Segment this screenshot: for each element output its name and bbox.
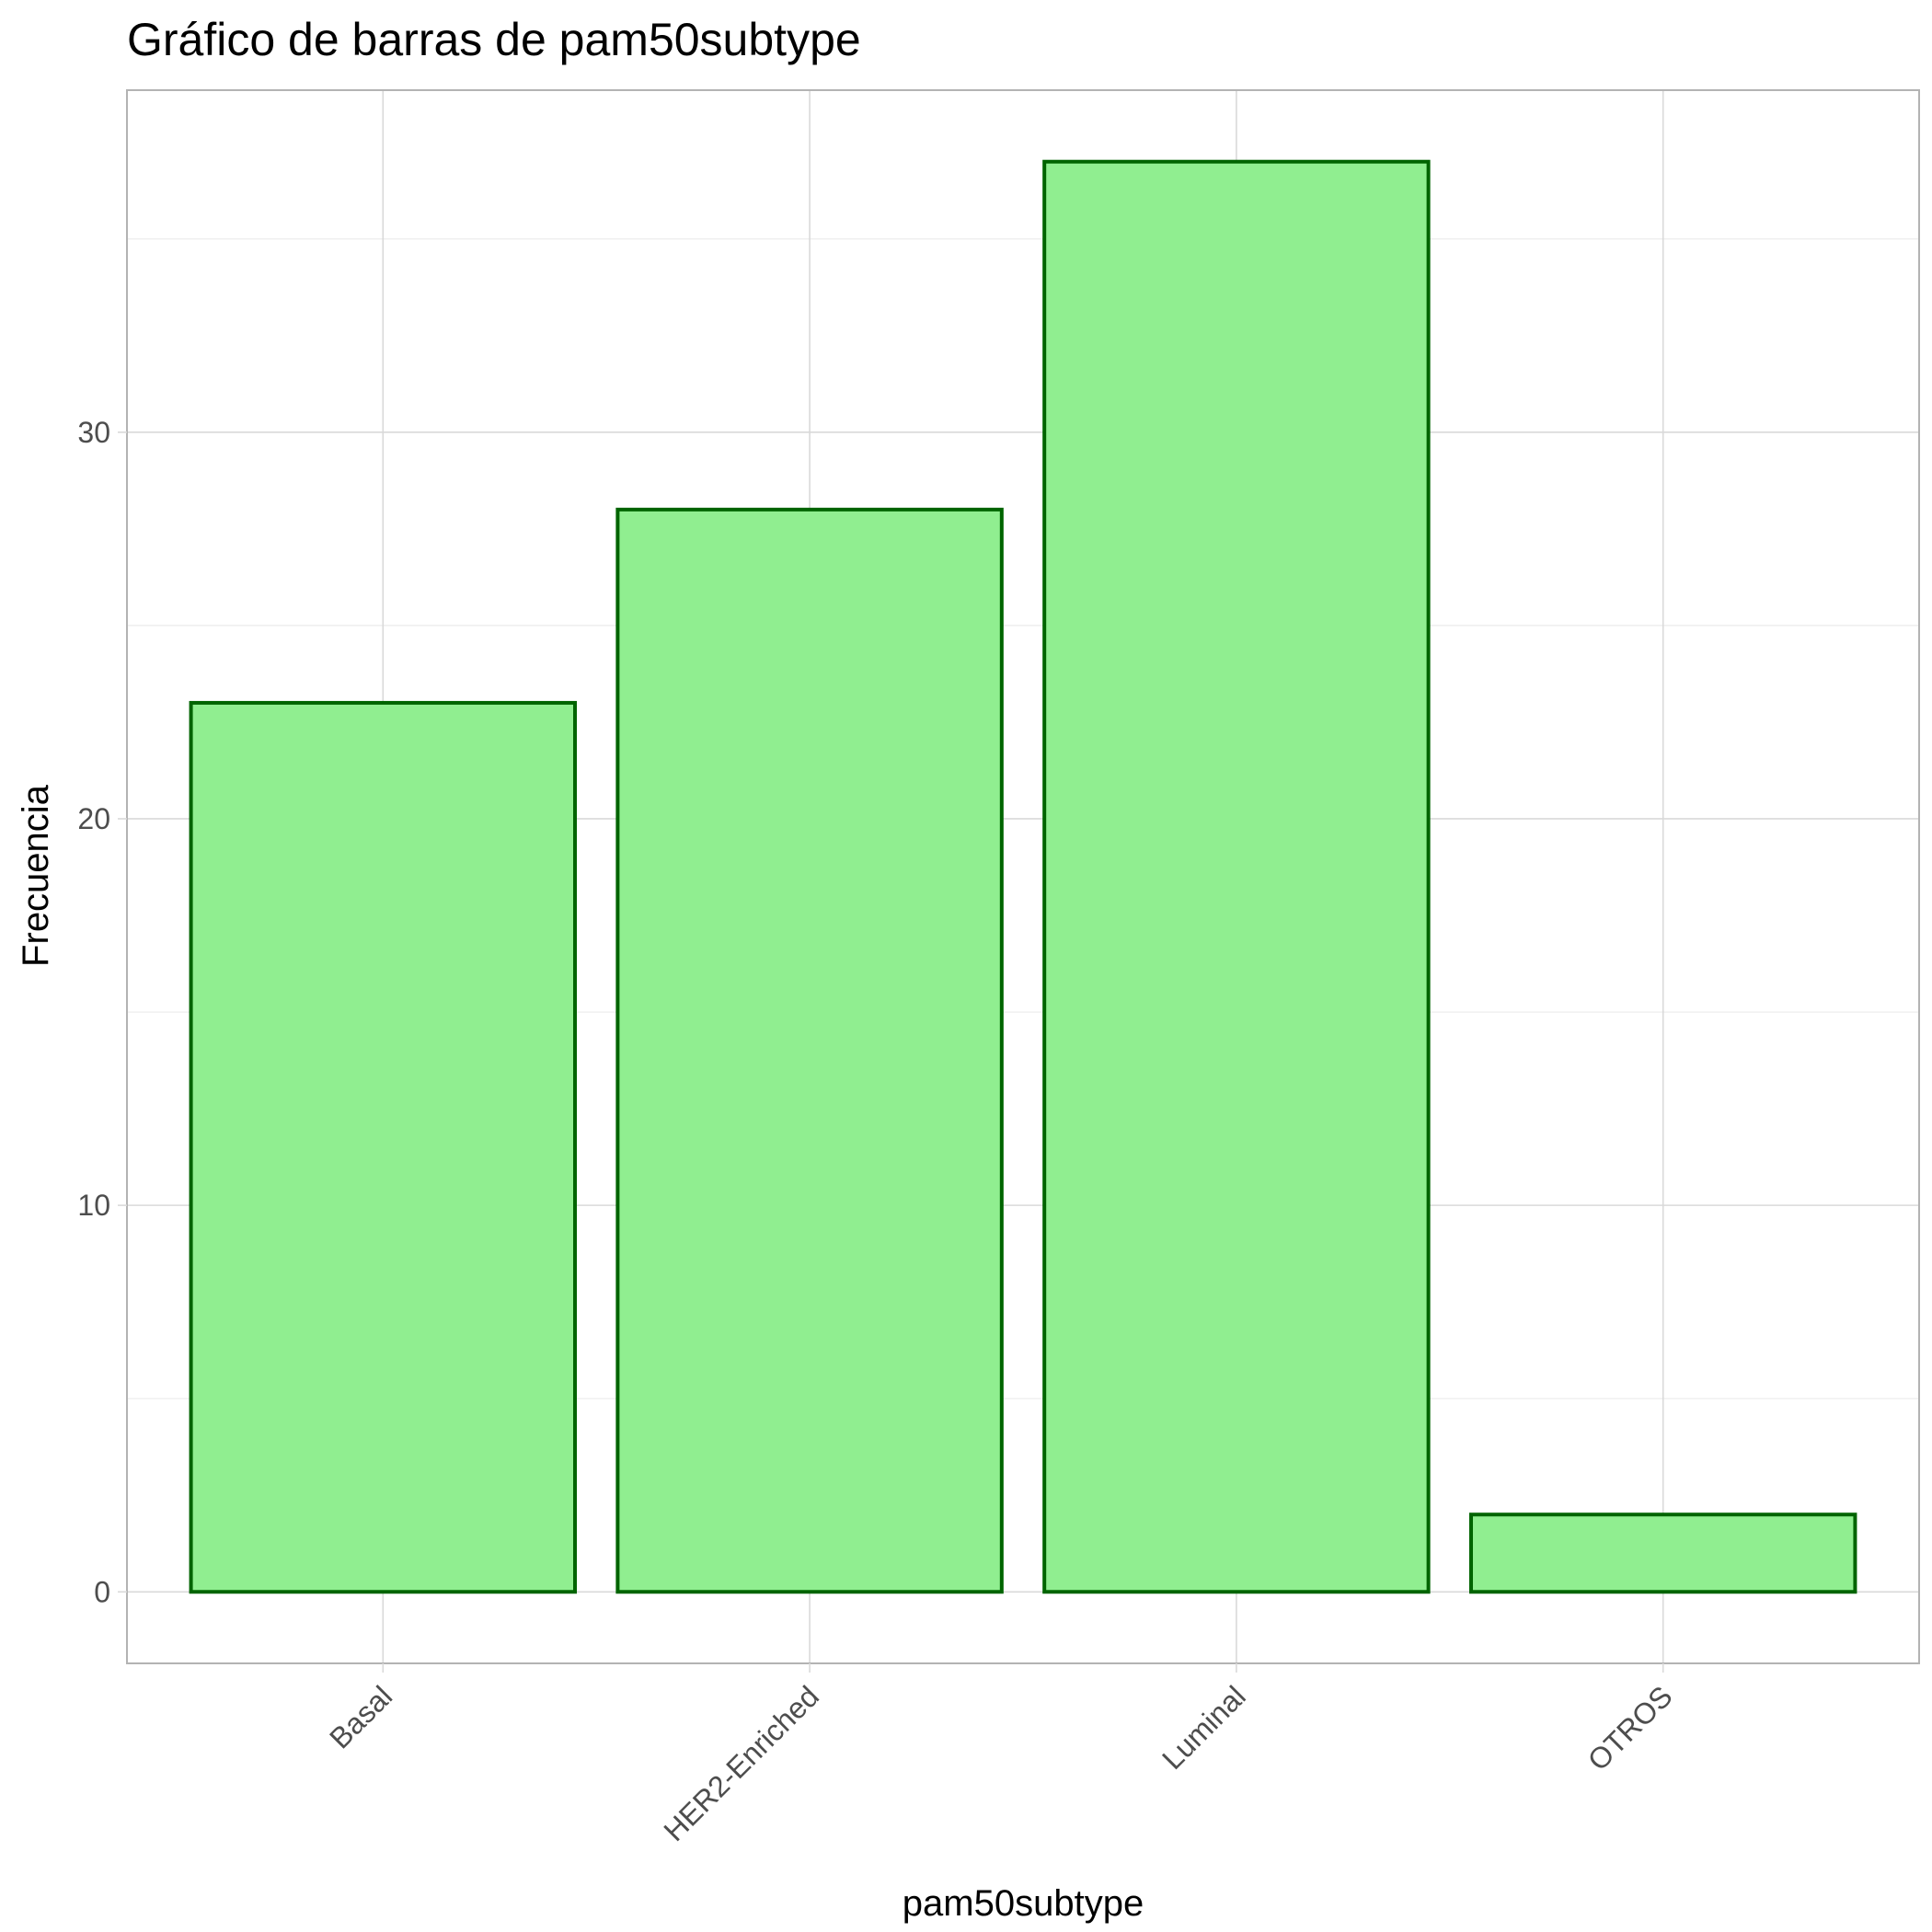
x-tick-label: Luminal [1156, 1679, 1252, 1776]
panel-border [126, 89, 1920, 1664]
x-axis-title: pam50subtype [903, 1883, 1144, 1924]
x-tick-label: HER2-Enriched [657, 1679, 825, 1847]
bar-luminal [1042, 159, 1431, 1594]
bar-basal [189, 700, 577, 1594]
x-tick-label: OTROS [1581, 1679, 1679, 1777]
y-tick-label: 10 [77, 1189, 110, 1222]
y-tick-label: 30 [77, 416, 110, 449]
chart-title: Gráfico de barras de pam50subtype [127, 14, 861, 65]
bar-otros [1469, 1512, 1857, 1594]
bars [189, 159, 1857, 1594]
y-tick-label: 0 [94, 1575, 110, 1608]
x-tick-label: Basal [323, 1679, 398, 1754]
y-axis-title: Frecuencia [16, 784, 56, 967]
y-tick-label: 20 [77, 802, 110, 835]
bar-her2-enriched [615, 507, 1004, 1594]
